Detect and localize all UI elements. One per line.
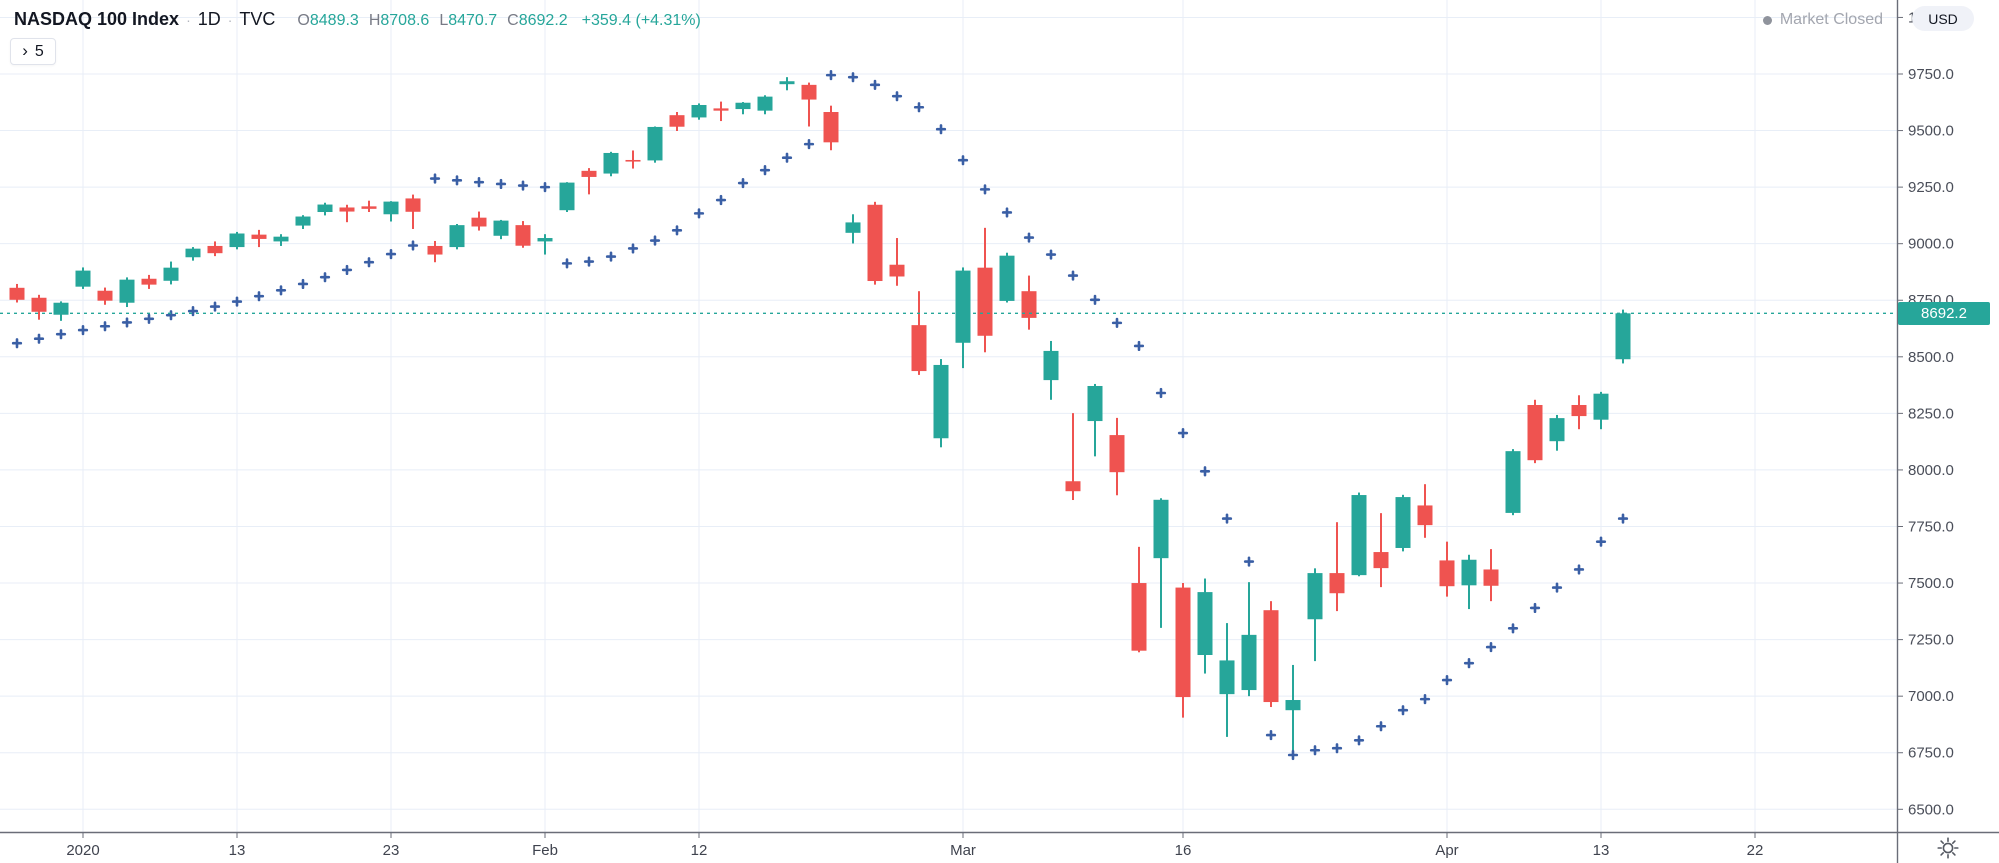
- svg-text:Apr: Apr: [1435, 842, 1458, 859]
- chevron-right-icon: ›: [22, 41, 28, 60]
- time-scale[interactable]: [0, 833, 1897, 863]
- open-value: 8489.3: [309, 12, 359, 29]
- svg-text:7500.0: 7500.0: [1908, 575, 1954, 592]
- change-value: +359.4 (+4.31%): [581, 12, 701, 29]
- svg-text:13: 13: [229, 842, 246, 859]
- svg-text:Mar: Mar: [950, 842, 976, 859]
- interval-label[interactable]: 1D: [197, 9, 221, 29]
- svg-text:16: 16: [1175, 842, 1192, 859]
- svg-text:8500.0: 8500.0: [1908, 349, 1954, 366]
- svg-text:2020: 2020: [66, 842, 99, 859]
- market-status-label: Market Closed: [1779, 11, 1883, 28]
- svg-text:8250.0: 8250.0: [1908, 405, 1954, 422]
- ohlc-values: O8489.3 H8708.6 L8470.7 C8692.2: [297, 12, 577, 30]
- svg-text:9500.0: 9500.0: [1908, 123, 1954, 140]
- svg-text:22: 22: [1747, 842, 1764, 859]
- svg-text:9000.0: 9000.0: [1908, 236, 1954, 253]
- legend-separator: ·: [186, 12, 191, 28]
- svg-text:12: 12: [691, 842, 708, 859]
- high-value: 8708.6: [380, 12, 430, 29]
- currency-button[interactable]: USD: [1912, 6, 1974, 31]
- last-price-label: 8692.2: [1898, 301, 1990, 325]
- svg-text:6500.0: 6500.0: [1908, 801, 1954, 818]
- price-scale[interactable]: [1898, 0, 1999, 832]
- legend-separator: ·: [227, 12, 233, 28]
- market-status-dot-icon: [1762, 15, 1772, 25]
- svg-text:23: 23: [383, 842, 400, 859]
- open-label: O: [297, 12, 310, 29]
- svg-text:9250.0: 9250.0: [1908, 179, 1954, 196]
- bars-count-button[interactable]: › 5: [10, 38, 56, 65]
- price-scale-settings-button[interactable]: [1934, 834, 1962, 861]
- svg-text:Feb: Feb: [532, 842, 558, 859]
- gear-icon: [1937, 836, 1959, 859]
- close-label: C: [507, 12, 519, 29]
- high-label: H: [368, 12, 381, 29]
- svg-text:7750.0: 7750.0: [1908, 518, 1954, 535]
- market-status: Market Closed: [1762, 11, 1883, 29]
- svg-text:9750.0: 9750.0: [1908, 66, 1954, 83]
- bars-count-value: 5: [34, 42, 44, 60]
- close-value: 8692.2: [518, 12, 568, 29]
- symbol-title[interactable]: NASDAQ 100 Index: [14, 9, 180, 29]
- svg-text:6750.0: 6750.0: [1908, 745, 1954, 762]
- low-label: L: [439, 12, 449, 29]
- svg-text:13: 13: [1593, 842, 1610, 859]
- svg-text:8000.0: 8000.0: [1908, 462, 1954, 479]
- low-value: 8470.7: [448, 12, 498, 29]
- svg-text:7000.0: 7000.0: [1908, 688, 1954, 705]
- svg-text:7250.0: 7250.0: [1908, 632, 1954, 649]
- symbol-legend: NASDAQ 100 Index · 1D · TVC O8489.3 H8708…: [14, 9, 701, 30]
- exchange-label[interactable]: TVC: [239, 9, 276, 29]
